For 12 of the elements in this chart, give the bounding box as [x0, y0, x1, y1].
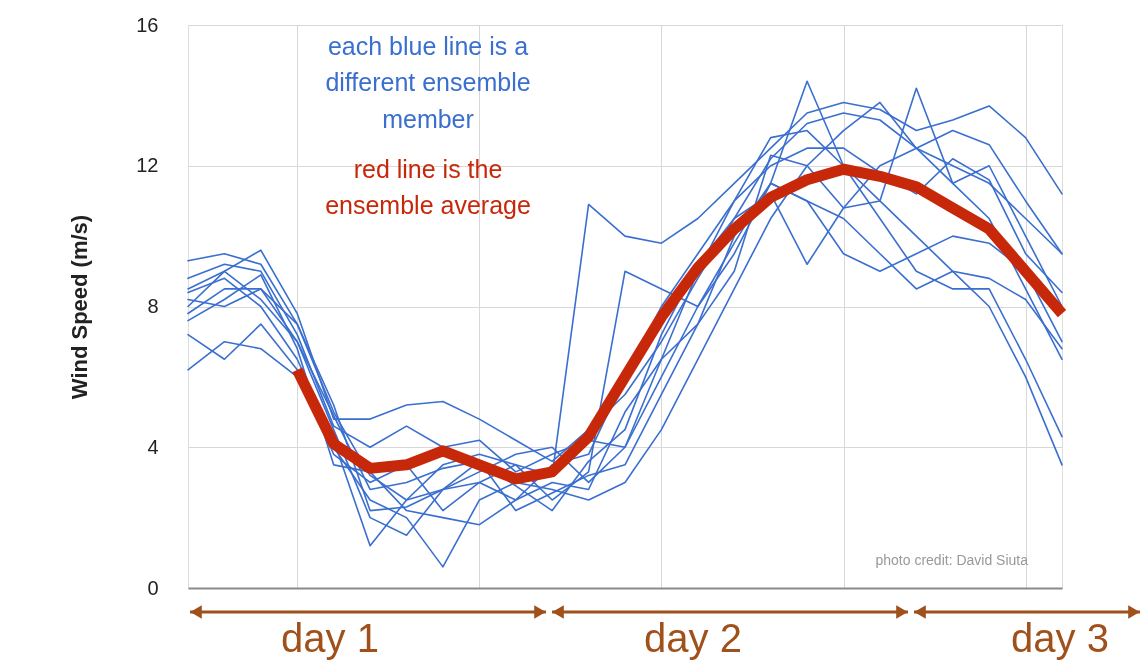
y-tick-label: 12: [136, 154, 159, 177]
y-tick-label: 16: [136, 13, 159, 36]
y-tick-label: 8: [147, 295, 159, 317]
y-tick-label: 4: [147, 435, 159, 458]
y-tick-label: 0: [147, 576, 159, 599]
text: day 3: [1011, 616, 1109, 660]
text: day 1: [281, 616, 379, 660]
text: day 2: [644, 616, 742, 660]
y-axis-title: Wind Speed (m/s): [67, 214, 93, 400]
annotation: each blue line is a different ensemble member: [325, 32, 531, 133]
annotation: red line is the ensemble average: [325, 155, 531, 220]
annotation: photo credit: David Siuta: [875, 552, 1029, 568]
